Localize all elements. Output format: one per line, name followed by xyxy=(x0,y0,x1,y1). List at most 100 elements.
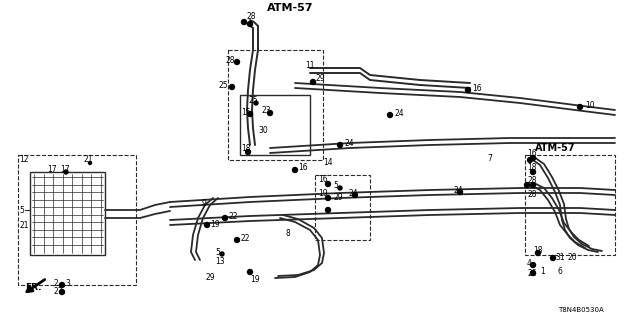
Circle shape xyxy=(337,142,342,148)
Circle shape xyxy=(387,113,392,117)
Bar xyxy=(315,175,370,240)
Text: 29: 29 xyxy=(205,273,214,282)
Circle shape xyxy=(326,207,330,212)
Bar xyxy=(18,155,136,285)
Text: 24: 24 xyxy=(394,108,404,117)
Text: 27: 27 xyxy=(53,287,63,297)
Circle shape xyxy=(64,170,68,174)
Circle shape xyxy=(268,110,273,116)
Circle shape xyxy=(326,196,330,201)
Circle shape xyxy=(531,270,536,276)
Circle shape xyxy=(550,255,556,260)
Circle shape xyxy=(60,290,65,294)
Text: 18: 18 xyxy=(533,245,543,254)
Text: 15: 15 xyxy=(241,108,251,116)
Text: 21: 21 xyxy=(19,220,29,229)
Text: 24: 24 xyxy=(348,188,358,197)
Circle shape xyxy=(458,189,463,195)
Text: 24: 24 xyxy=(453,186,463,195)
Text: FR.: FR. xyxy=(25,284,41,292)
Text: 8: 8 xyxy=(285,228,290,237)
Circle shape xyxy=(88,162,92,164)
Circle shape xyxy=(531,170,536,174)
Circle shape xyxy=(230,84,234,90)
Text: 22: 22 xyxy=(228,212,237,220)
Text: 30: 30 xyxy=(258,125,268,134)
Text: 3: 3 xyxy=(65,279,70,289)
Text: 24: 24 xyxy=(344,139,354,148)
Text: 19: 19 xyxy=(250,276,260,284)
Text: 16: 16 xyxy=(472,84,482,92)
Text: 18: 18 xyxy=(527,163,536,172)
Circle shape xyxy=(326,181,330,187)
Text: 19: 19 xyxy=(210,220,220,228)
Text: 4: 4 xyxy=(527,259,532,268)
Circle shape xyxy=(527,157,532,163)
Circle shape xyxy=(525,182,529,188)
Circle shape xyxy=(531,156,536,161)
Circle shape xyxy=(248,111,253,116)
Circle shape xyxy=(465,87,470,92)
Text: 25: 25 xyxy=(218,81,228,90)
Circle shape xyxy=(60,283,65,287)
Text: 18: 18 xyxy=(241,143,250,153)
Text: 25: 25 xyxy=(248,95,258,105)
Circle shape xyxy=(205,222,209,228)
Circle shape xyxy=(577,105,582,109)
Text: 5: 5 xyxy=(215,247,220,257)
Text: 5: 5 xyxy=(19,205,24,214)
Circle shape xyxy=(338,186,342,190)
Circle shape xyxy=(220,252,224,256)
Text: 6: 6 xyxy=(557,267,562,276)
Text: 14: 14 xyxy=(323,157,333,166)
Circle shape xyxy=(531,182,536,188)
Text: ATM-57: ATM-57 xyxy=(267,3,314,13)
Text: 31: 31 xyxy=(555,252,564,261)
Text: 20: 20 xyxy=(568,252,578,261)
Text: 28: 28 xyxy=(527,189,536,198)
Text: 5: 5 xyxy=(333,180,338,189)
Circle shape xyxy=(234,60,239,65)
Text: 16: 16 xyxy=(298,163,308,172)
Text: 17: 17 xyxy=(60,164,70,173)
Text: 7: 7 xyxy=(487,154,492,163)
Circle shape xyxy=(531,262,536,268)
Circle shape xyxy=(248,21,253,27)
Text: 10: 10 xyxy=(585,100,595,109)
Text: 21: 21 xyxy=(83,155,93,164)
Text: 23: 23 xyxy=(261,106,271,115)
Text: 28: 28 xyxy=(246,12,255,20)
Text: 9: 9 xyxy=(201,198,206,207)
Text: 29: 29 xyxy=(333,193,342,202)
Circle shape xyxy=(246,149,250,155)
Text: 2: 2 xyxy=(53,279,58,289)
Circle shape xyxy=(254,101,258,105)
Text: 26: 26 xyxy=(527,268,536,277)
Circle shape xyxy=(223,215,227,220)
Bar xyxy=(30,172,105,255)
Circle shape xyxy=(241,20,246,25)
Circle shape xyxy=(536,251,541,255)
Circle shape xyxy=(248,269,253,275)
Text: 16: 16 xyxy=(527,148,536,157)
Circle shape xyxy=(292,167,298,172)
Text: 16: 16 xyxy=(318,174,328,183)
Text: 13: 13 xyxy=(215,258,225,267)
Bar xyxy=(240,95,310,155)
Bar xyxy=(228,50,323,160)
Text: T8N4B0530A: T8N4B0530A xyxy=(558,307,604,313)
Circle shape xyxy=(310,79,316,84)
Text: ATM-57: ATM-57 xyxy=(535,143,575,153)
Text: 28: 28 xyxy=(225,55,234,65)
Text: 29: 29 xyxy=(315,74,324,83)
Circle shape xyxy=(353,193,358,197)
Text: 17: 17 xyxy=(47,164,56,173)
Bar xyxy=(525,155,615,255)
Text: 11: 11 xyxy=(305,60,314,69)
Circle shape xyxy=(234,237,239,243)
Text: 28: 28 xyxy=(527,175,536,185)
Text: 1: 1 xyxy=(540,267,545,276)
Text: 12: 12 xyxy=(19,155,29,164)
Text: 22: 22 xyxy=(240,234,250,243)
Text: 19: 19 xyxy=(318,188,328,197)
